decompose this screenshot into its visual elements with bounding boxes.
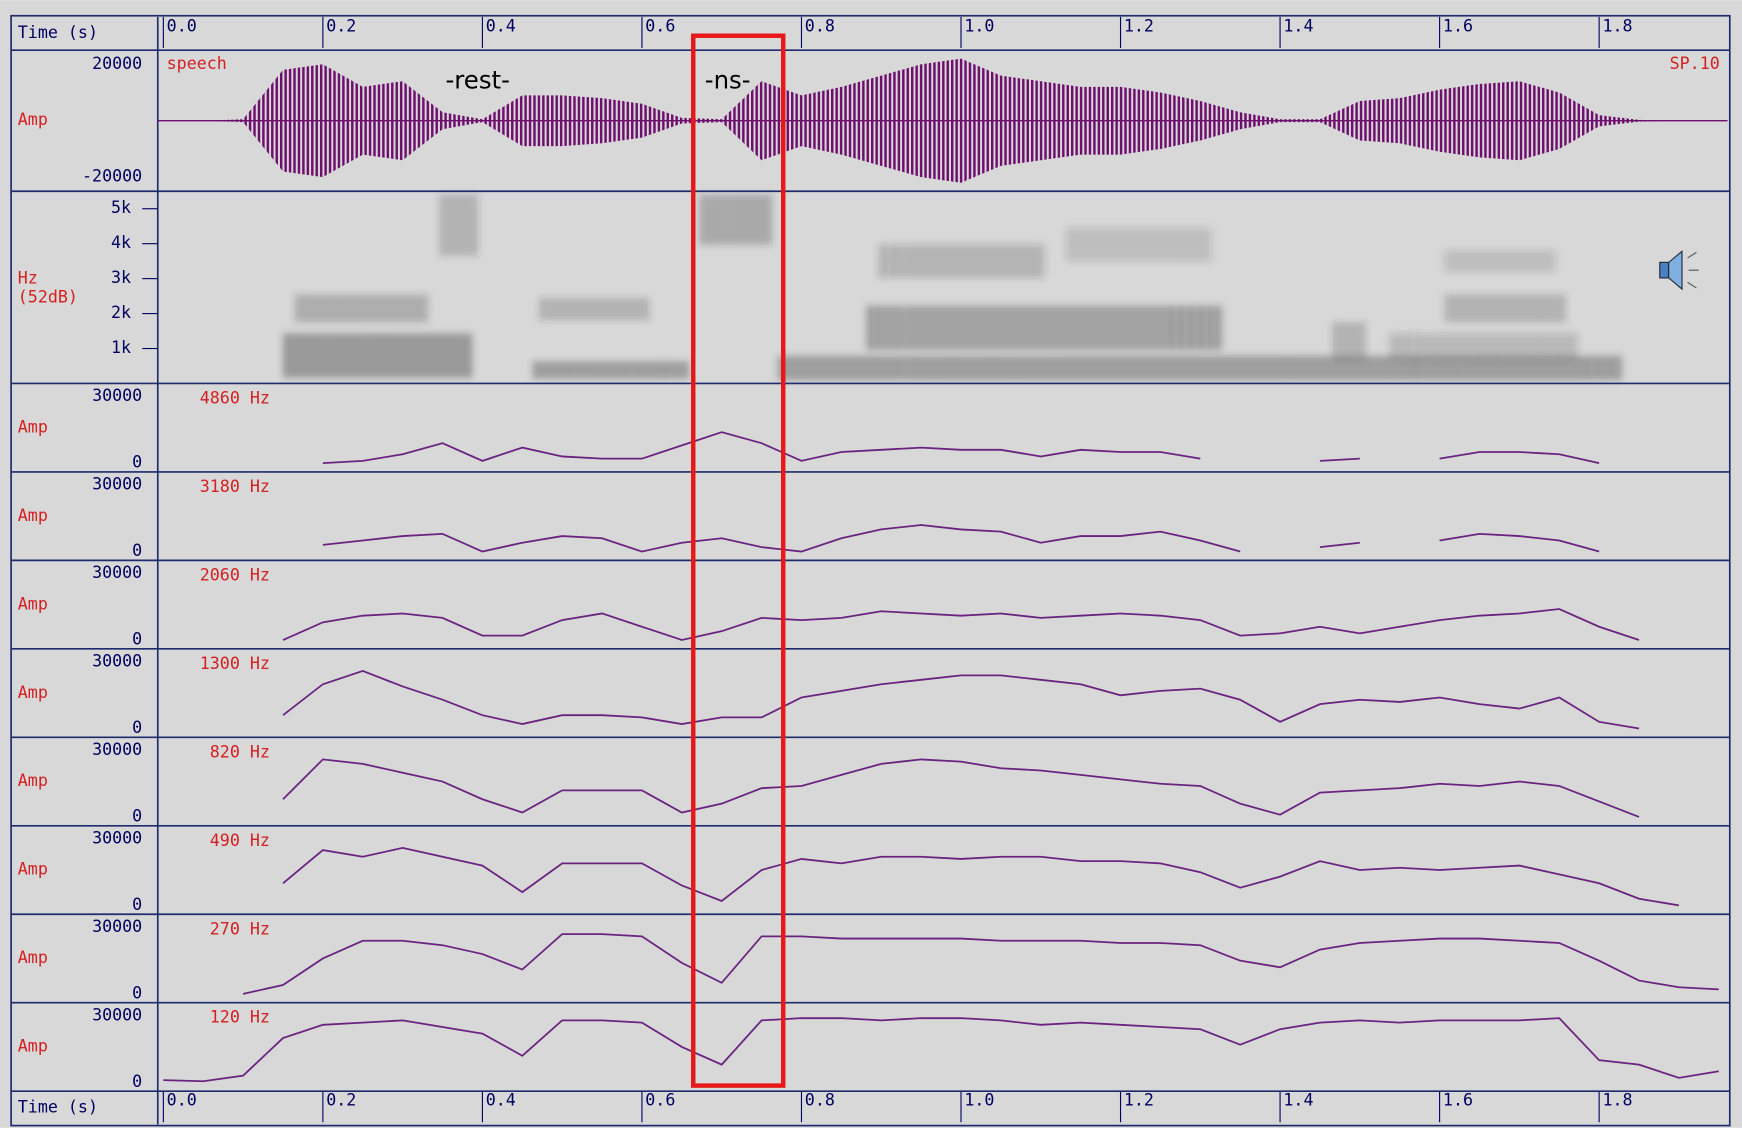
time-axis-label: Time (s): [18, 1097, 98, 1116]
band-envelope: [282, 608, 1640, 641]
y-tick-label: 30000: [92, 563, 142, 582]
y-tick-label: 0: [132, 541, 142, 560]
x-tick-label: 0.8: [805, 16, 835, 35]
highlight-box: [691, 33, 786, 1088]
band-envelope: [322, 431, 1600, 464]
y-axis-label: Amp: [18, 683, 48, 702]
y-axis-label: Amp: [18, 948, 48, 967]
y-tick-label: 30000: [92, 829, 142, 848]
y-tick-label: 20000: [92, 54, 142, 73]
x-tick-label: 1.4: [1283, 16, 1313, 35]
annotation: -ns-: [705, 65, 751, 94]
y-tick-label: 0: [132, 895, 142, 914]
y-tick-label: 0: [132, 983, 142, 1002]
y-tick-label: 5k: [111, 198, 131, 217]
band-envelope: [282, 670, 1640, 730]
y-tick-label: 0: [132, 718, 142, 737]
y-tick-label: 30000: [92, 1005, 142, 1024]
annotation: -rest-: [445, 65, 510, 94]
waveform: [163, 58, 1719, 121]
y-tick-label: 0: [132, 806, 142, 825]
x-tick-label: 0.4: [486, 1091, 516, 1110]
y-tick-label: 2k: [111, 303, 131, 322]
waveform: [163, 120, 1719, 183]
x-tick-label: 0.6: [645, 16, 675, 35]
band-envelope: [282, 758, 1640, 818]
y-axis-label: Amp: [18, 110, 48, 129]
y-tick-label: 30000: [92, 652, 142, 671]
x-tick-label: 0.4: [486, 16, 516, 35]
y-tick-label: 4k: [111, 233, 131, 252]
y-tick-label: 30000: [92, 917, 142, 936]
spectrogram-texture: [283, 194, 1623, 381]
x-tick-label: 0.0: [167, 1091, 197, 1110]
y-axis-label: Amp: [18, 860, 48, 879]
panel-tag: SP.10: [1670, 54, 1720, 73]
x-tick-label: 1.2: [1124, 1091, 1154, 1110]
panel-frame: [10, 14, 1731, 1127]
band-name: 490 Hz: [210, 831, 270, 850]
x-tick-label: 0.0: [167, 16, 197, 35]
x-tick-label: 1.6: [1443, 16, 1473, 35]
x-tick-label: 1.2: [1124, 16, 1154, 35]
band-name: 2060 Hz: [200, 565, 270, 584]
y-tick-label: 30000: [92, 475, 142, 494]
time-axis-label: Time (s): [18, 23, 98, 42]
band-name: 820 Hz: [210, 742, 270, 761]
x-tick-label: 0.6: [645, 1091, 675, 1110]
band-envelope: [242, 933, 1719, 995]
y-axis-label: Amp: [18, 1037, 48, 1056]
y-axis-label: Amp: [18, 506, 48, 525]
y-tick-label: 30000: [92, 740, 142, 759]
band-name: 3180 Hz: [200, 477, 270, 496]
y-tick-label: -20000: [82, 167, 142, 186]
band-name: 120 Hz: [210, 1008, 270, 1027]
x-tick-label: 1.8: [1602, 16, 1632, 35]
y-axis-label: Amp: [18, 417, 48, 436]
band-envelope: [163, 1017, 1719, 1083]
x-tick-label: 1.8: [1602, 1091, 1632, 1110]
y-tick-label: 0: [132, 453, 142, 472]
y-axis-label: Amp: [18, 594, 48, 613]
y-tick-label: 3k: [111, 268, 131, 287]
x-tick-label: 1.0: [964, 1091, 994, 1110]
y-axis-label: Hz: [18, 269, 38, 288]
panel-name: speech: [167, 54, 227, 73]
y-tick-label: 1k: [111, 338, 131, 357]
x-tick-label: 1.4: [1283, 1091, 1313, 1110]
band-envelope: [282, 846, 1680, 907]
band-name: 4860 Hz: [200, 389, 270, 408]
band-name: 270 Hz: [210, 919, 270, 938]
speaker-icon[interactable]: [1659, 250, 1699, 291]
db-label: (52dB): [18, 287, 78, 306]
x-tick-label: 1.6: [1443, 1091, 1473, 1110]
x-tick-label: 0.8: [805, 1091, 835, 1110]
x-tick-label: 0.2: [326, 1091, 356, 1110]
y-tick-label: 30000: [92, 386, 142, 405]
y-axis-label: Amp: [18, 771, 48, 790]
band-name: 1300 Hz: [200, 654, 270, 673]
y-tick-label: 0: [132, 630, 142, 649]
x-tick-label: 1.0: [964, 16, 994, 35]
x-tick-label: 0.2: [326, 16, 356, 35]
y-tick-label: 0: [132, 1072, 142, 1091]
